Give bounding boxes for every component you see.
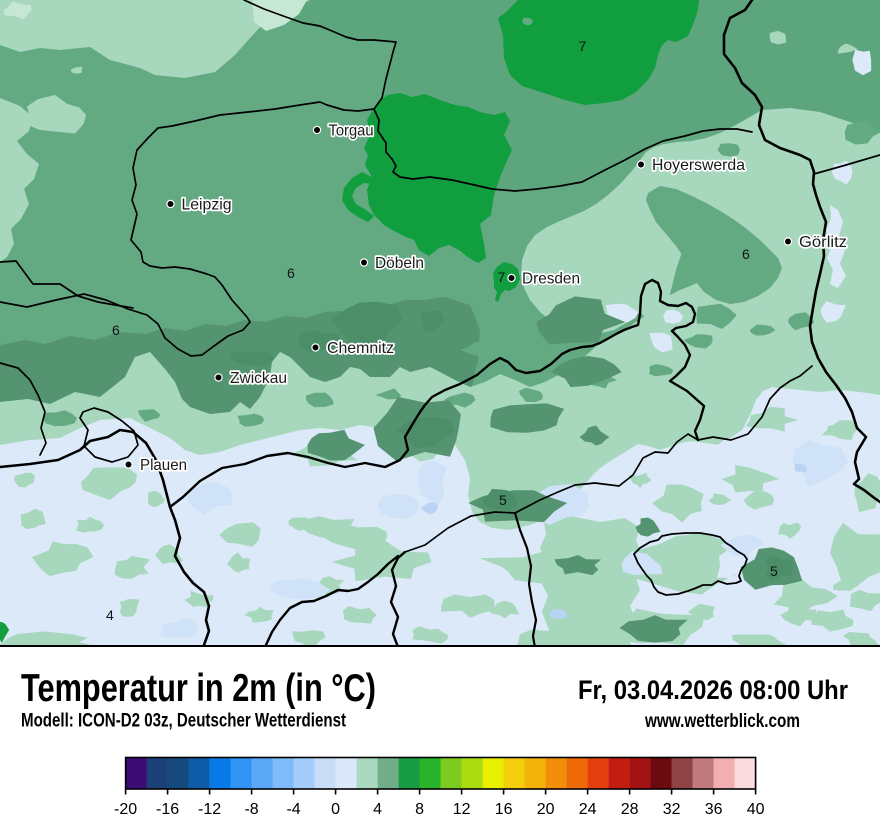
svg-text:Dresden: Dresden: [522, 271, 580, 288]
svg-text:-16: -16: [156, 801, 179, 818]
svg-text:Modell: ICON-D2 03z, Deutscher: Modell: ICON-D2 03z, Deutscher Wetterdie…: [21, 710, 346, 732]
svg-text:Döbeln: Döbeln: [375, 255, 424, 272]
svg-text:7: 7: [579, 38, 587, 54]
svg-text:Zwickau: Zwickau: [230, 370, 287, 387]
svg-text:8: 8: [415, 801, 424, 818]
svg-text:6: 6: [112, 322, 120, 338]
svg-text:0: 0: [331, 801, 340, 818]
svg-text:32: 32: [663, 801, 681, 818]
svg-text:24: 24: [579, 801, 597, 818]
svg-text:Leipzig: Leipzig: [182, 197, 232, 214]
svg-text:Görlitz: Görlitz: [799, 234, 847, 251]
svg-text:-20: -20: [114, 801, 137, 818]
svg-text:40: 40: [747, 801, 765, 818]
svg-text:-8: -8: [244, 801, 258, 818]
svg-text:Hoyerswerda: Hoyerswerda: [652, 157, 745, 174]
svg-text:4: 4: [373, 801, 382, 818]
svg-text:5: 5: [770, 563, 778, 579]
svg-text:Chemnitz: Chemnitz: [327, 340, 394, 357]
svg-text:Fr, 03.04.2026 08:00 Uhr: Fr, 03.04.2026 08:00 Uhr: [578, 675, 848, 705]
svg-text:12: 12: [453, 801, 471, 818]
svg-text:-12: -12: [198, 801, 221, 818]
svg-text:36: 36: [705, 801, 723, 818]
svg-text:28: 28: [621, 801, 639, 818]
svg-text:Plauen: Plauen: [140, 457, 187, 474]
svg-text:-4: -4: [286, 801, 300, 818]
svg-text:Torgau: Torgau: [329, 123, 374, 140]
svg-text:www.wetterblick.com: www.wetterblick.com: [644, 710, 800, 732]
svg-text:Temperatur in 2m (in °C): Temperatur in 2m (in °C): [21, 667, 376, 710]
svg-text:16: 16: [495, 801, 513, 818]
svg-text:7: 7: [498, 269, 506, 285]
svg-text:6: 6: [287, 265, 295, 281]
svg-text:20: 20: [537, 801, 555, 818]
svg-text:6: 6: [742, 246, 750, 262]
svg-text:4: 4: [106, 607, 114, 623]
svg-text:5: 5: [499, 492, 507, 508]
